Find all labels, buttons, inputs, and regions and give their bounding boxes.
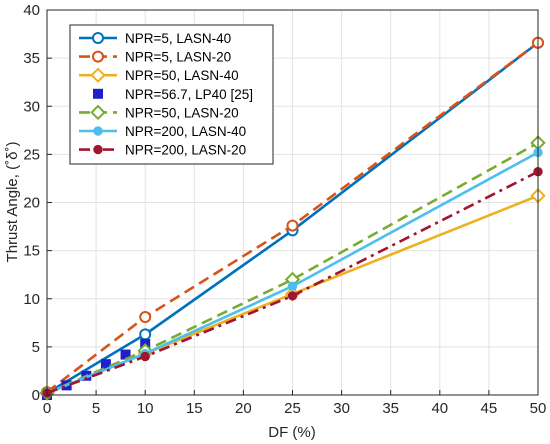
legend-entry: NPR=5, LASN-40: [79, 31, 231, 46]
series-layer: [39, 36, 546, 401]
series-line: [46, 41, 539, 395]
x-tick-label: 5: [92, 400, 100, 417]
data-point: [286, 219, 299, 232]
x-tick-label: 50: [530, 400, 547, 417]
y-axis-label: Thrust Angle, (˚δ˚): [4, 142, 21, 263]
y-axis-ticks: 0 5 10 15 20 25 30 35 40: [23, 2, 52, 404]
y-tick-label: 5: [32, 339, 40, 356]
legend-marker: [90, 104, 106, 121]
y-tick-label: 15: [23, 243, 40, 260]
x-tick-label: 20: [235, 400, 252, 417]
legend-label: NPR=200, LASN-20: [125, 143, 246, 158]
legend-entry: NPR=56.7, LP40 [25]: [93, 87, 253, 102]
legend-entry: NPR=5, LASN-20: [79, 50, 231, 65]
data-point: [139, 311, 152, 324]
legend-marker: [93, 144, 103, 155]
series-6: [42, 167, 543, 398]
legend-label: NPR=50, LASN-20: [125, 105, 239, 120]
legend-label: NPR=5, LASN-40: [125, 31, 231, 46]
legend-marker: [92, 32, 104, 44]
y-tick-label: 30: [23, 98, 40, 115]
data-point: [287, 291, 298, 301]
x-tick-label: 45: [481, 400, 498, 417]
y-tick-label: 40: [23, 2, 40, 19]
x-tick-label: 10: [137, 400, 154, 417]
series-line: [46, 151, 539, 395]
y-tick-label: 25: [23, 146, 40, 163]
y-tick-label: 0: [32, 387, 40, 404]
series-line: [46, 170, 539, 395]
legend-label: NPR=200, LASN-40: [125, 124, 246, 139]
legend-marker: [93, 88, 103, 99]
x-tick-label: 35: [382, 400, 399, 417]
x-axis-ticks: 0 5 10 15 20 25 30 35 40 45 50: [43, 390, 547, 417]
legend-marker: [90, 67, 106, 83]
x-axis-label: DF (%): [268, 424, 316, 441]
legend-label: NPR=50, LASN-40: [125, 68, 239, 83]
x-tick-label: 40: [431, 400, 448, 417]
x-tick-label: 0: [43, 400, 51, 417]
series-line: [46, 41, 539, 394]
x-tick-label: 15: [186, 400, 203, 417]
data-point: [287, 281, 298, 291]
series-line: [46, 141, 539, 395]
legend-marker: [92, 50, 104, 63]
legend-label: NPR=5, LASN-20: [125, 50, 231, 65]
data-point: [139, 328, 152, 341]
y-tick-label: 10: [23, 291, 40, 308]
legend-marker: [93, 126, 103, 136]
y-tick-label: 35: [23, 50, 40, 67]
data-point: [140, 351, 150, 362]
y-tick-label: 20: [23, 195, 40, 212]
legend-entry: NPR=50, LASN-20: [79, 104, 239, 121]
legend: NPR=5, LASN-40 NPR=5, LASN-20 NPR=50, LASN…: [69, 24, 274, 165]
x-tick-label: 30: [333, 400, 350, 417]
legend-entry: NPR=50, LASN-40: [79, 67, 239, 83]
legend-entry: NPR=200, LASN-20: [79, 143, 246, 158]
x-tick-label: 25: [284, 400, 301, 417]
legend-entry: NPR=200, LASN-40: [79, 124, 246, 139]
legend-label: NPR=56.7, LP40 [25]: [125, 87, 253, 102]
legend-box: [69, 24, 274, 165]
